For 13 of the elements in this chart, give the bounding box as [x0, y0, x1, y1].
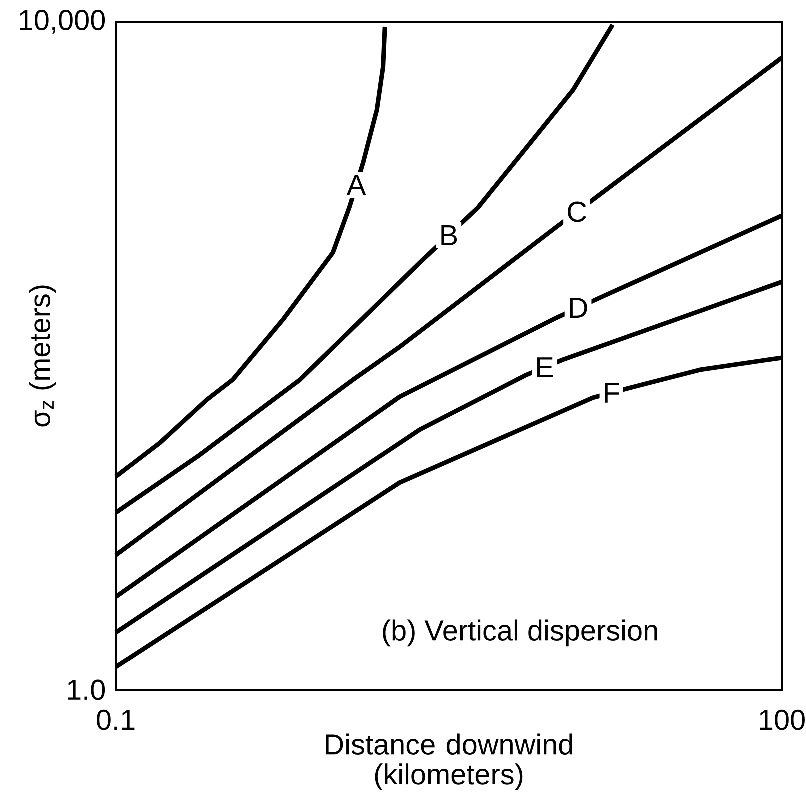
series-label: B: [442, 226, 458, 246]
series-label: C: [568, 202, 586, 222]
x-tick-label: 0.1: [97, 710, 135, 730]
series-label: A: [346, 175, 366, 195]
series-label: F: [605, 383, 620, 403]
y-tick-label: 10,000: [20, 10, 106, 34]
y-tick-label: 1.0: [68, 680, 106, 700]
y-axis-title: σ$_{z}$ (meters): [29, 286, 56, 427]
series-label: D: [570, 298, 588, 318]
x-axis-title: Distance downwind (kilometers): [326, 734, 572, 791]
series-label: E: [538, 358, 554, 378]
x-tick-label: 100: [760, 710, 805, 730]
annotation: (b) Vertical dispersion: [383, 620, 658, 647]
